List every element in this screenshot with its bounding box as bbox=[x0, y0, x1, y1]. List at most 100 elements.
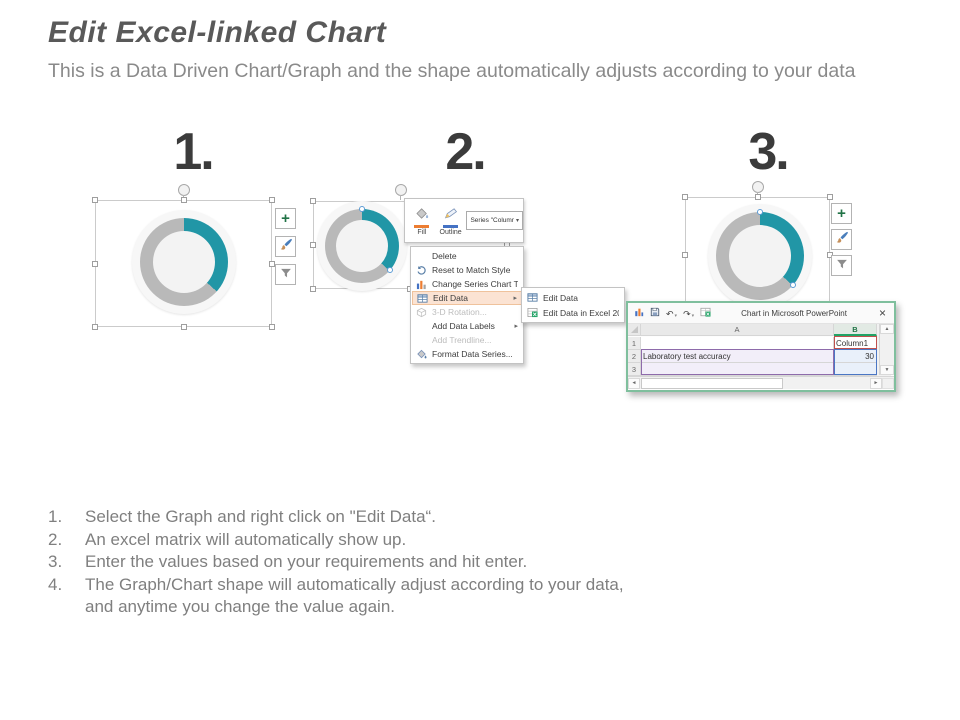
funnel-icon bbox=[280, 266, 292, 284]
menu-item-change-series-chart-type[interactable]: Change Series Chart Type... bbox=[411, 277, 523, 291]
selection-handle[interactable] bbox=[92, 197, 98, 203]
menu-item-edit-data[interactable]: Edit Data ▸ bbox=[412, 291, 522, 305]
save-icon[interactable] bbox=[650, 304, 660, 322]
instruction-list: 1. Select the Graph and right click on "… bbox=[48, 506, 688, 619]
close-button[interactable]: × bbox=[878, 306, 886, 320]
chart-elements-button[interactable]: + bbox=[275, 208, 296, 229]
series-selector-label: Series "Columr bbox=[470, 217, 514, 224]
item-text: Select the Graph and right click on "Edi… bbox=[85, 507, 436, 526]
submenu-item-edit-data[interactable]: Edit Data bbox=[522, 290, 624, 305]
column-header-b[interactable]: B bbox=[834, 324, 877, 336]
data-point-handle[interactable] bbox=[790, 282, 796, 288]
data-point-handle[interactable] bbox=[387, 267, 393, 273]
selection-handle[interactable] bbox=[682, 251, 688, 258]
selection-handle[interactable] bbox=[310, 242, 316, 248]
scrollbar-thumb[interactable] bbox=[641, 377, 783, 389]
outline-button[interactable]: Outline bbox=[439, 203, 463, 239]
rotation-handle[interactable] bbox=[752, 181, 764, 197]
chart-type-icon bbox=[415, 279, 428, 290]
cell-b1[interactable]: Column1 bbox=[834, 337, 877, 350]
menu-item-add-trendline[interactable]: Add Trendline... bbox=[432, 335, 492, 345]
fill-color-swatch bbox=[414, 224, 430, 228]
row-header-1[interactable]: 1 bbox=[628, 337, 641, 350]
chevron-down-icon: ▾ bbox=[691, 313, 695, 319]
list-item: 3. Enter the values based on your requir… bbox=[48, 551, 688, 574]
cell-b2[interactable]: 30 bbox=[834, 350, 877, 363]
list-item: 4. The Graph/Chart shape will automatica… bbox=[48, 574, 688, 619]
scroll-right-icon[interactable]: ► bbox=[870, 377, 882, 389]
rotation-handle[interactable] bbox=[395, 184, 407, 200]
cell-a1[interactable] bbox=[641, 337, 834, 350]
chart-filters-button[interactable] bbox=[275, 264, 296, 285]
series-selector-dropdown[interactable]: Series "Columr ▾ bbox=[466, 211, 523, 230]
selection-handle[interactable] bbox=[92, 260, 98, 267]
edit-data-icon bbox=[526, 292, 539, 303]
chart-elements-button[interactable]: + bbox=[831, 203, 852, 224]
chart-filters-button[interactable] bbox=[831, 255, 852, 276]
selection-handle[interactable] bbox=[827, 251, 833, 258]
selection-handle[interactable] bbox=[180, 324, 187, 330]
cell-b3[interactable] bbox=[834, 363, 877, 376]
chart-styles-button[interactable] bbox=[275, 236, 296, 257]
menu-item-3d-rotation[interactable]: 3-D Rotation... bbox=[411, 305, 523, 319]
selection-handle[interactable] bbox=[180, 197, 187, 203]
redo-button[interactable]: ↷▾ bbox=[683, 304, 694, 322]
fill-button[interactable]: Fill bbox=[410, 203, 434, 239]
menu-item-format-data-series[interactable]: Format Data Series... bbox=[411, 347, 523, 361]
cell-a3[interactable] bbox=[641, 363, 834, 376]
submenu-arrow-icon: ▸ bbox=[513, 295, 517, 302]
selection-handle[interactable] bbox=[269, 260, 275, 267]
list-item: 1. Select the Graph and right click on "… bbox=[48, 506, 688, 529]
excel-title-bar[interactable]: ↶▾ ↷▾ Chart in Microsoft PowerPoint × bbox=[628, 303, 894, 324]
vertical-scrollbar[interactable]: ▲ ▼ bbox=[879, 324, 894, 375]
scroll-up-icon[interactable]: ▲ bbox=[880, 324, 894, 334]
menu-item-delete[interactable]: Delete bbox=[432, 251, 457, 261]
context-menu: Delete Reset to Match Style Change Serie… bbox=[410, 246, 524, 364]
item-number: 2. bbox=[48, 529, 63, 549]
menu-item-add-data-labels[interactable]: Add Data Labels ▸ bbox=[432, 321, 518, 331]
undo-button[interactable]: ↶▾ bbox=[666, 304, 677, 322]
cell-a2[interactable]: Laboratory test accuracy bbox=[641, 350, 834, 363]
redo-icon: ↷ bbox=[683, 309, 691, 319]
select-all-corner[interactable] bbox=[628, 324, 641, 336]
selection-handle[interactable] bbox=[754, 194, 761, 200]
selection-handle[interactable] bbox=[827, 194, 833, 200]
selection-handle[interactable] bbox=[310, 198, 316, 204]
chart-app-icon bbox=[634, 304, 644, 322]
row-header-3[interactable]: 3 bbox=[628, 363, 641, 376]
horizontal-scrollbar[interactable]: ◄ ► bbox=[628, 376, 894, 389]
outline-label: Outline bbox=[439, 228, 462, 236]
plus-icon: + bbox=[837, 205, 846, 222]
mini-toolbar: Fill Outline Series "Columr ▾ bbox=[404, 198, 524, 243]
selection-handle[interactable] bbox=[269, 324, 275, 330]
donut-hole bbox=[153, 231, 215, 293]
chart-styles-button[interactable] bbox=[831, 229, 852, 250]
chevron-down-icon: ▾ bbox=[515, 218, 519, 224]
selection-handle[interactable] bbox=[682, 194, 688, 200]
selection-handle[interactable] bbox=[269, 197, 275, 203]
paint-bucket-icon bbox=[415, 206, 429, 224]
row-header-2[interactable]: 2 bbox=[628, 350, 641, 363]
donut-hole bbox=[729, 225, 791, 287]
brush-icon bbox=[279, 238, 292, 256]
submenu-item-edit-data-in-excel[interactable]: Edit Data in Excel 2013 bbox=[522, 305, 624, 320]
menu-item-reset-to-match-style[interactable]: Reset to Match Style bbox=[411, 263, 523, 277]
fill-label: Fill bbox=[417, 228, 427, 236]
pencil-icon bbox=[444, 206, 458, 224]
scroll-down-icon[interactable]: ▼ bbox=[880, 365, 894, 375]
undo-icon: ↶ bbox=[666, 309, 674, 319]
item-text: An excel matrix will automatically show … bbox=[85, 529, 407, 549]
edit-data-submenu: Edit Data Edit Data in Excel 2013 bbox=[521, 287, 625, 323]
data-point-handle[interactable] bbox=[757, 209, 763, 215]
selection-handle[interactable] bbox=[310, 286, 316, 292]
rotation-handle[interactable] bbox=[178, 184, 190, 200]
edit-in-excel-icon[interactable] bbox=[700, 304, 711, 322]
selection-handle[interactable] bbox=[92, 324, 98, 330]
chart1-selection-frame[interactable] bbox=[92, 197, 275, 330]
column-header-a[interactable]: A bbox=[641, 324, 834, 336]
chevron-down-icon: ▾ bbox=[674, 313, 678, 319]
scroll-left-icon[interactable]: ◄ bbox=[628, 377, 640, 389]
data-point-handle[interactable] bbox=[359, 206, 365, 212]
page-title: Edit Excel-linked Chart bbox=[48, 16, 387, 49]
page-subtitle: This is a Data Driven Chart/Graph and th… bbox=[48, 60, 856, 82]
